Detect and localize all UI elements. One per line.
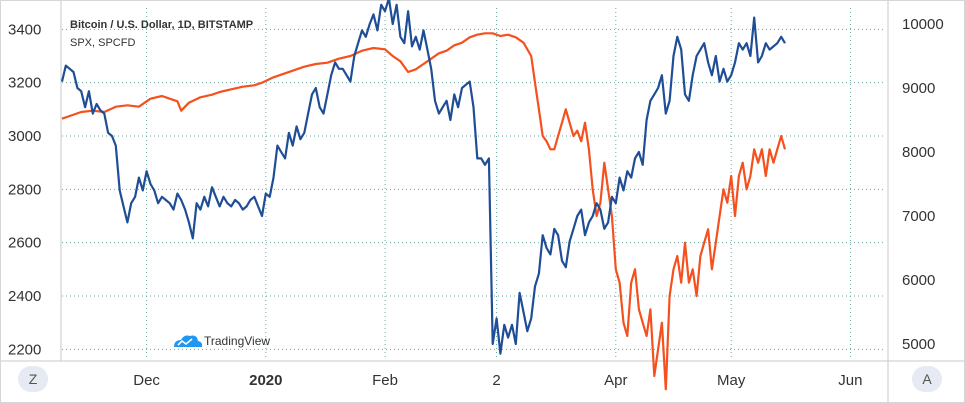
x-tick-label: 2020 (249, 372, 282, 389)
button-right-bg[interactable] (912, 366, 942, 392)
button-left-label[interactable]: Z (29, 371, 38, 387)
right-tick-label: 6000 (902, 272, 935, 289)
spx-series (61, 32, 787, 391)
left-axis-ticks: 2200 2400 2600 2800 3000 3200 3400 (8, 21, 41, 358)
button-left-bg[interactable] (18, 366, 48, 392)
spx-line (61, 32, 787, 391)
left-tick-label: 3200 (8, 75, 41, 92)
watermark-label: TradingView (204, 334, 270, 348)
scale-button-left[interactable]: Z (18, 366, 48, 392)
right-tick-label: 10000 (902, 16, 944, 33)
legend-spx: SPX, SPCFD (70, 37, 135, 49)
legend-bitcoin: Bitcoin / U.S. Dollar, 1D, BITSTAMP (70, 19, 253, 31)
left-tick-label: 2400 (8, 288, 41, 305)
left-tick-label: 3000 (8, 128, 41, 145)
x-tick-label: May (717, 372, 746, 389)
bitcoin-series (60, 0, 786, 355)
left-tick-label: 2600 (8, 235, 41, 252)
button-right-label[interactable]: A (922, 371, 932, 387)
cloud-icon (174, 335, 203, 347)
x-tick-label: Jun (838, 372, 862, 389)
x-axis-ticks: Dec 2020 Feb 2 Apr May Jun (133, 372, 862, 389)
left-tick-label: 2800 (8, 181, 41, 198)
x-tick-label: Feb (372, 372, 398, 389)
x-tick-label: Apr (604, 372, 627, 389)
right-tick-label: 8000 (902, 144, 935, 161)
right-tick-label: 5000 (902, 336, 935, 353)
bitcoin-line (60, 0, 786, 355)
right-tick-label: 7000 (902, 208, 935, 225)
right-tick-label: 9000 (902, 80, 935, 97)
right-axis-ticks: 5000 6000 7000 8000 9000 10000 (902, 16, 944, 353)
x-tick-label: 2 (492, 372, 500, 389)
left-tick-label: 2200 (8, 341, 41, 358)
left-tick-label: 3400 (8, 21, 41, 38)
tradingview-watermark: TradingView (174, 334, 270, 348)
scale-button-right[interactable]: A (912, 366, 942, 392)
x-tick-label: Dec (133, 372, 160, 389)
